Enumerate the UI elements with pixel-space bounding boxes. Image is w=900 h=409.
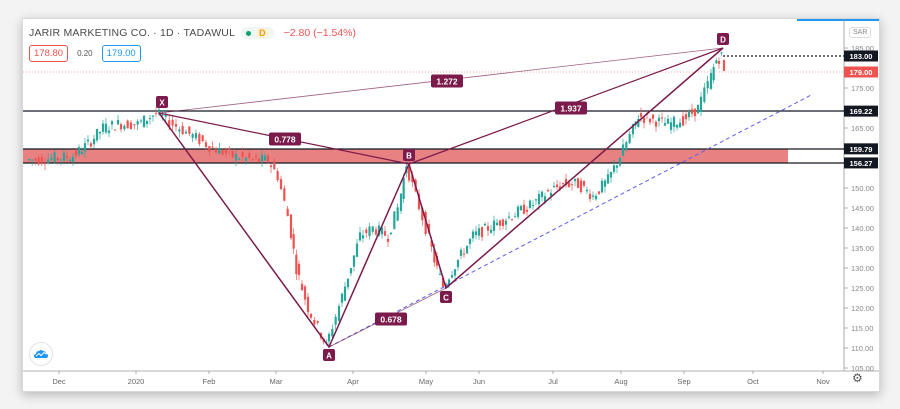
symbol-legend: JARIR MARKETING CO. · 1D · TADAWUL D −2.… [29,27,356,39]
time-tick-label: Aug [614,377,627,386]
tradingview-logo-button[interactable] [29,342,53,366]
time-tick-label: Mar [270,377,283,386]
price-tick-label: 185.00 [851,44,874,53]
price-tick-label: 140.00 [851,224,874,233]
time-tick-label: Apr [347,377,359,386]
dashed-trendline[interactable] [328,93,814,348]
time-tick-label: Jun [473,377,485,386]
price-tick-label: 130.00 [851,264,874,273]
time-tick-label: Dec [52,377,66,386]
market-open-dot-icon [246,30,252,36]
price-label-box [844,50,878,62]
svg-text:B: B [406,152,412,161]
pattern-point-b[interactable] [403,149,415,161]
price-axis-ticks: 185.00 175.00 165.00 150.00 145.00 140.00 135.… [844,44,874,373]
price-tick-label: 105.00 [851,364,874,373]
price-label-box [844,66,878,78]
svg-text:X: X [159,99,165,108]
time-tick-label: Jul [548,377,558,386]
price-tick-label: 165.00 [851,124,874,133]
price-change: −2.80 (−1.54%) [283,27,357,39]
pattern-point-d[interactable] [717,33,729,45]
svg-text:183.00: 183.00 [850,52,873,61]
top-accent-bar [797,19,879,21]
sell-button[interactable]: 178.80 [29,45,69,62]
market-status-badge[interactable]: D [241,27,274,39]
svg-text:1.272: 1.272 [436,77,458,87]
time-tick-label: May [419,377,433,386]
svg-text:1.937: 1.937 [560,104,582,114]
time-tick-label: Sep [677,377,690,386]
svg-text:C: C [443,294,449,303]
ratio-labels: 0.778 0.678 1.937 1.272 [269,74,587,326]
svg-text:D: D [720,36,726,45]
pattern-point-labels: X A B C D [156,33,729,361]
time-tick-label: 2020 [128,377,145,386]
spread-value: 0.20 [77,49,93,58]
pattern-point-c[interactable] [440,291,452,303]
svg-text:A: A [326,352,332,361]
price-tick-label: 145.00 [851,204,874,213]
chart-canvas[interactable]: 185.00 175.00 165.00 150.00 145.00 140.00 135.… [23,19,879,391]
ratio-label [375,312,407,326]
symbol-title[interactable]: JARIR MARKETING CO. · 1D · TADAWUL [29,27,236,39]
price-label-box [844,157,878,169]
chart-frame: 185.00 175.00 165.00 150.00 145.00 140.00 135.… [22,18,880,392]
price-tick-label: 115.00 [851,324,873,333]
price-axis-labels: 183.00 179.00 169.22 159.79 156.27 [844,50,878,169]
price-tick-label: 125.00 [851,284,874,293]
time-tick-label: Nov [816,377,830,386]
price-label-box [844,105,878,117]
price-tick-label: 135.00 [851,244,874,253]
settings-gear-icon[interactable]: ⚙ [852,371,863,385]
time-tick-label: Oct [747,377,760,386]
price-tick-label: 110.00 [851,344,873,353]
svg-text:169.22: 169.22 [850,107,873,116]
svg-text:0.778: 0.778 [274,135,296,145]
svg-text:159.79: 159.79 [850,145,873,154]
time-axis-ticks: Dec 2020 Feb Mar Apr May Jun Jul Aug Sep Oct Nov [52,371,830,386]
buy-button[interactable]: 179.00 [101,45,141,62]
delayed-data-badge: D [256,28,269,38]
svg-text:0.678: 0.678 [380,315,402,325]
quote-panel: 178.80 0.20 179.00 [29,45,141,62]
ratio-label [555,101,587,115]
ratio-label [431,74,463,88]
svg-text:156.27: 156.27 [850,159,873,168]
price-tick-label: 120.00 [851,304,874,313]
cloud-chart-icon [34,350,48,358]
ratio-label [269,132,301,146]
price-tick-label: 150.00 [851,184,874,193]
pattern-point-a[interactable] [323,349,335,361]
currency-label: SAR [849,27,872,38]
candlestick-series [27,51,726,346]
price-tick-label: 175.00 [851,84,874,93]
time-tick-label: Feb [203,377,216,386]
pattern-point-x[interactable] [156,96,168,108]
svg-text:179.00: 179.00 [850,68,873,77]
price-label-box [844,143,878,155]
